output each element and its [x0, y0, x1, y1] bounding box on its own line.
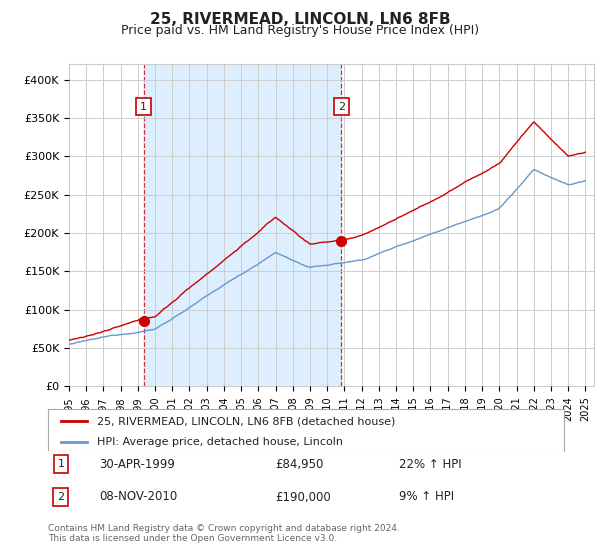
Text: 30-APR-1999: 30-APR-1999: [100, 458, 175, 471]
Text: 25, RIVERMEAD, LINCOLN, LN6 8FB: 25, RIVERMEAD, LINCOLN, LN6 8FB: [149, 12, 451, 27]
Bar: [143, 64, 341, 386]
Text: 25, RIVERMEAD, LINCOLN, LN6 8FB (detached house): 25, RIVERMEAD, LINCOLN, LN6 8FB (detache…: [97, 417, 395, 426]
Text: 1: 1: [58, 459, 64, 469]
Text: 22% ↑ HPI: 22% ↑ HPI: [399, 458, 461, 471]
Text: £190,000: £190,000: [275, 491, 331, 503]
Text: 9% ↑ HPI: 9% ↑ HPI: [399, 491, 454, 503]
Text: HPI: Average price, detached house, Lincoln: HPI: Average price, detached house, Linc…: [97, 437, 343, 447]
Text: £84,950: £84,950: [275, 458, 323, 471]
Text: Contains HM Land Registry data © Crown copyright and database right 2024.
This d: Contains HM Land Registry data © Crown c…: [48, 524, 400, 543]
Text: Price paid vs. HM Land Registry's House Price Index (HPI): Price paid vs. HM Land Registry's House …: [121, 24, 479, 37]
Text: 1: 1: [140, 101, 147, 111]
Text: 2: 2: [58, 492, 64, 502]
Text: 08-NOV-2010: 08-NOV-2010: [100, 491, 178, 503]
Text: 2: 2: [338, 101, 345, 111]
